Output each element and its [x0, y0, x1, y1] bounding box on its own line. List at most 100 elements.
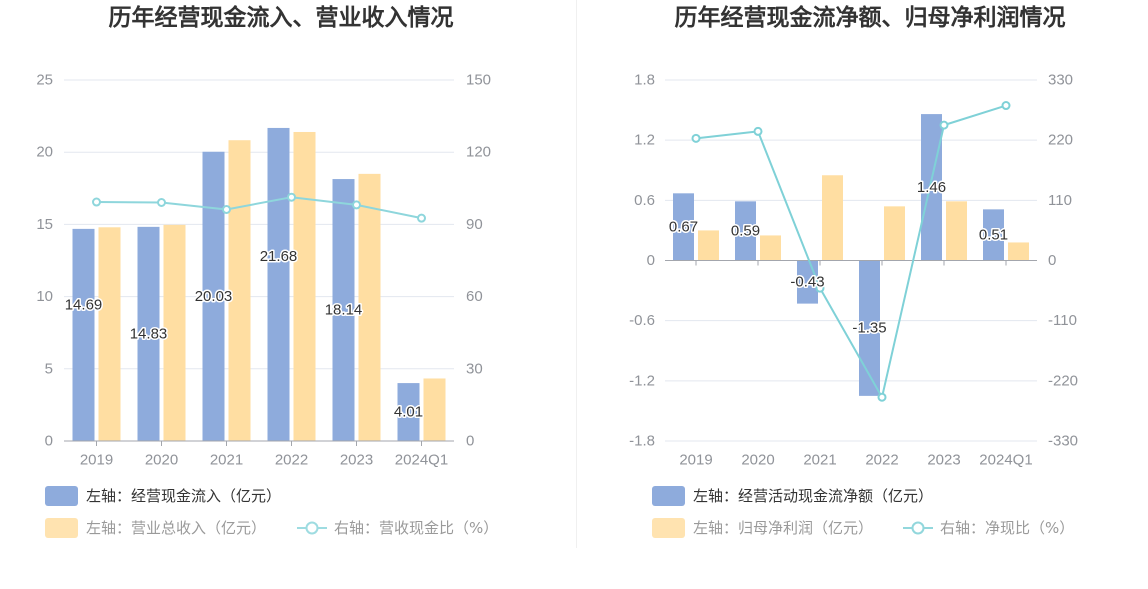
- net-cash-flow-bar-2024Q1: [983, 209, 1004, 261]
- legend-label: 左轴：归母净利润（亿元）: [693, 519, 874, 537]
- net-cash-ratio-point-2022: [877, 392, 887, 402]
- x-axis-category-label: 2019: [679, 452, 712, 469]
- cash-inflow-bar-2019: [72, 228, 95, 441]
- x-axis-category-label: 2020: [145, 452, 178, 469]
- revenue-bar-2024Q1: [423, 378, 446, 441]
- legend-item-operating-cash-inflow[interactable]: 左轴：经营现金流入（亿元）: [45, 486, 281, 506]
- chart-plot-0: 25 20 15 10 5 0 150 120 90 60 30 0 2019 2020 2021 2022 2…: [36, 72, 491, 469]
- y-axis-right-tick-label: 0: [1048, 252, 1056, 269]
- legend-item-net-cash-ratio[interactable]: 右轴：净现比（%）: [903, 518, 1074, 538]
- y-axis-right-tick-label: -110: [1048, 312, 1077, 329]
- legend-label: 右轴：净现比（%）: [940, 519, 1075, 537]
- y-axis-left-tick-label: 10: [36, 288, 53, 305]
- x-axis-category-label: 2024Q1: [979, 452, 1032, 469]
- x-axis-category-label: 2020: [741, 452, 774, 469]
- legend-item-cash-revenue-ratio[interactable]: 右轴：营收现金比（%）: [297, 518, 498, 538]
- y-axis-right-tick-label: 120: [466, 144, 491, 161]
- net-profit-bar-2020: [760, 235, 781, 261]
- x-axis-category-label: 2019: [80, 452, 113, 469]
- net-cash-flow-bar-2020: [735, 201, 756, 261]
- y-axis-left-tick-label: -0.6: [629, 312, 655, 329]
- y-axis-right-tick-label: 60: [466, 288, 483, 305]
- net-profit-bar-2019: [698, 230, 719, 261]
- line-legend-icon: [297, 521, 327, 535]
- revenue-bar-2019: [98, 227, 121, 441]
- x-axis-category-label: 2021: [210, 452, 243, 469]
- net-cash-flow-bar-value-label-2021: -0.43: [790, 274, 824, 291]
- cash-inflow-bar-2022: [267, 127, 290, 442]
- net-cash-ratio-point-2023: [939, 120, 949, 130]
- y-axis-left-tick-label: 0: [647, 252, 655, 269]
- x-axis-category-label: 2022: [865, 452, 898, 469]
- legend-swatch-orange: [652, 518, 685, 538]
- y-axis-right-tick-label: 0: [466, 433, 474, 450]
- chart-plot-1: 1.8 1.2 0.6 0 -0.6 -1.2 -1.8 330 220 110 0 -110 -220…: [629, 72, 1078, 469]
- net-cash-flow-bar-value-label-2020: 0.59: [731, 222, 760, 239]
- legend-swatch-blue: [652, 486, 685, 506]
- legend-item-net-operating-cash-flow[interactable]: 左轴：经营活动现金流净额（亿元）: [652, 486, 933, 506]
- net-profit-bar-2022: [884, 206, 905, 261]
- cash-inflow-bar-2023: [332, 179, 355, 441]
- cash-revenue-ratio-point-2022: [287, 192, 296, 202]
- revenue-bar-2020: [163, 224, 186, 441]
- x-axis-category-label: 2023: [927, 452, 960, 469]
- y-axis-left-tick-label: 0: [45, 433, 53, 450]
- y-axis-right-tick-label: -330: [1048, 433, 1078, 450]
- legend-item-net-profit[interactable]: 左轴：归母净利润（亿元）: [652, 518, 873, 538]
- net-cash-ratio-line: [695, 104, 1007, 399]
- net-cash-flow-bar-value-label-2024Q1: 0.51: [979, 226, 1008, 243]
- net-cash-ratio-point-2021: [815, 283, 825, 293]
- legend-label: 左轴：营业总收入（亿元）: [86, 519, 267, 537]
- net-cash-flow-bar-2023: [921, 114, 942, 261]
- y-axis-left-tick-label: 15: [36, 216, 53, 233]
- y-axis-left-tick-label: -1.8: [629, 433, 655, 450]
- y-axis-right-tick-label: -220: [1048, 372, 1078, 389]
- chart-divider: [576, 0, 577, 548]
- line-legend-icon: [903, 521, 933, 535]
- net-cash-flow-bar-2019: [673, 193, 694, 261]
- legend-item-total-revenue[interactable]: 左轴：营业总收入（亿元）: [45, 518, 266, 538]
- net-profit-bar-2021: [822, 175, 843, 261]
- cash-revenue-ratio-line: [96, 196, 422, 220]
- y-axis-left-tick-label: -1.2: [629, 372, 655, 389]
- revenue-bar-2021: [228, 140, 251, 442]
- cash-inflow-bar-value-label-2019: 14.69: [65, 296, 103, 313]
- legend-label: 左轴：经营现金流入（亿元）: [86, 487, 282, 505]
- legend-line-marker: [305, 521, 319, 535]
- net-cash-flow-bar-2022: [859, 260, 880, 396]
- net-cash-flow-bar-value-label-2022: -1.35: [852, 320, 886, 337]
- x-axis-category-label: 2024Q1: [395, 452, 448, 469]
- cash-inflow-bar-value-label-2021: 20.03: [195, 288, 233, 305]
- x-axis-category-label: 2023: [340, 452, 373, 469]
- net-cash-ratio-point-2019: [691, 133, 701, 143]
- cash-inflow-bar-value-label-2022: 21.68: [260, 248, 298, 265]
- y-axis-left-tick-label: 0.6: [634, 192, 655, 209]
- legend-swatch-orange: [45, 518, 78, 538]
- y-axis-right-tick-label: 220: [1048, 132, 1073, 149]
- net-cash-ratio-point-2024Q1: [1001, 101, 1011, 111]
- x-axis-category-label: 2022: [275, 452, 308, 469]
- revenue-bar-2022: [293, 131, 316, 441]
- revenue-bar-2023: [358, 173, 381, 442]
- cash-revenue-ratio-point-2023: [352, 200, 361, 210]
- cash-inflow-bar-value-label-2023: 18.14: [325, 302, 363, 319]
- cash-inflow-bar-value-label-2024Q1: 4.01: [394, 404, 423, 421]
- y-axis-right-tick-label: 330: [1048, 72, 1073, 89]
- cash-inflow-bar-value-label-2020: 14.83: [130, 325, 168, 342]
- legend-swatch-blue: [45, 486, 78, 506]
- y-axis-left-tick-label: 20: [36, 144, 53, 161]
- cash-inflow-bar-2021: [202, 151, 225, 442]
- net-cash-flow-bar-value-label-2019: 0.67: [669, 218, 698, 235]
- cash-revenue-ratio-point-2021: [222, 204, 231, 214]
- cash-revenue-ratio-point-2020: [157, 197, 166, 207]
- chart-title-net-cash-flow-profit: 历年经营现金流净额、归母净利润情况: [674, 5, 1066, 31]
- legend-label: 左轴：经营活动现金流净额（亿元）: [693, 487, 934, 505]
- net-cash-flow-bar-value-label-2023: 1.46: [917, 179, 946, 196]
- y-axis-left-tick-label: 5: [45, 360, 53, 377]
- legend-line-marker: [911, 521, 925, 535]
- y-axis-left-tick-label: 1.2: [634, 132, 655, 149]
- y-axis-right-tick-label: 150: [466, 72, 491, 89]
- net-profit-bar-2023: [946, 201, 967, 261]
